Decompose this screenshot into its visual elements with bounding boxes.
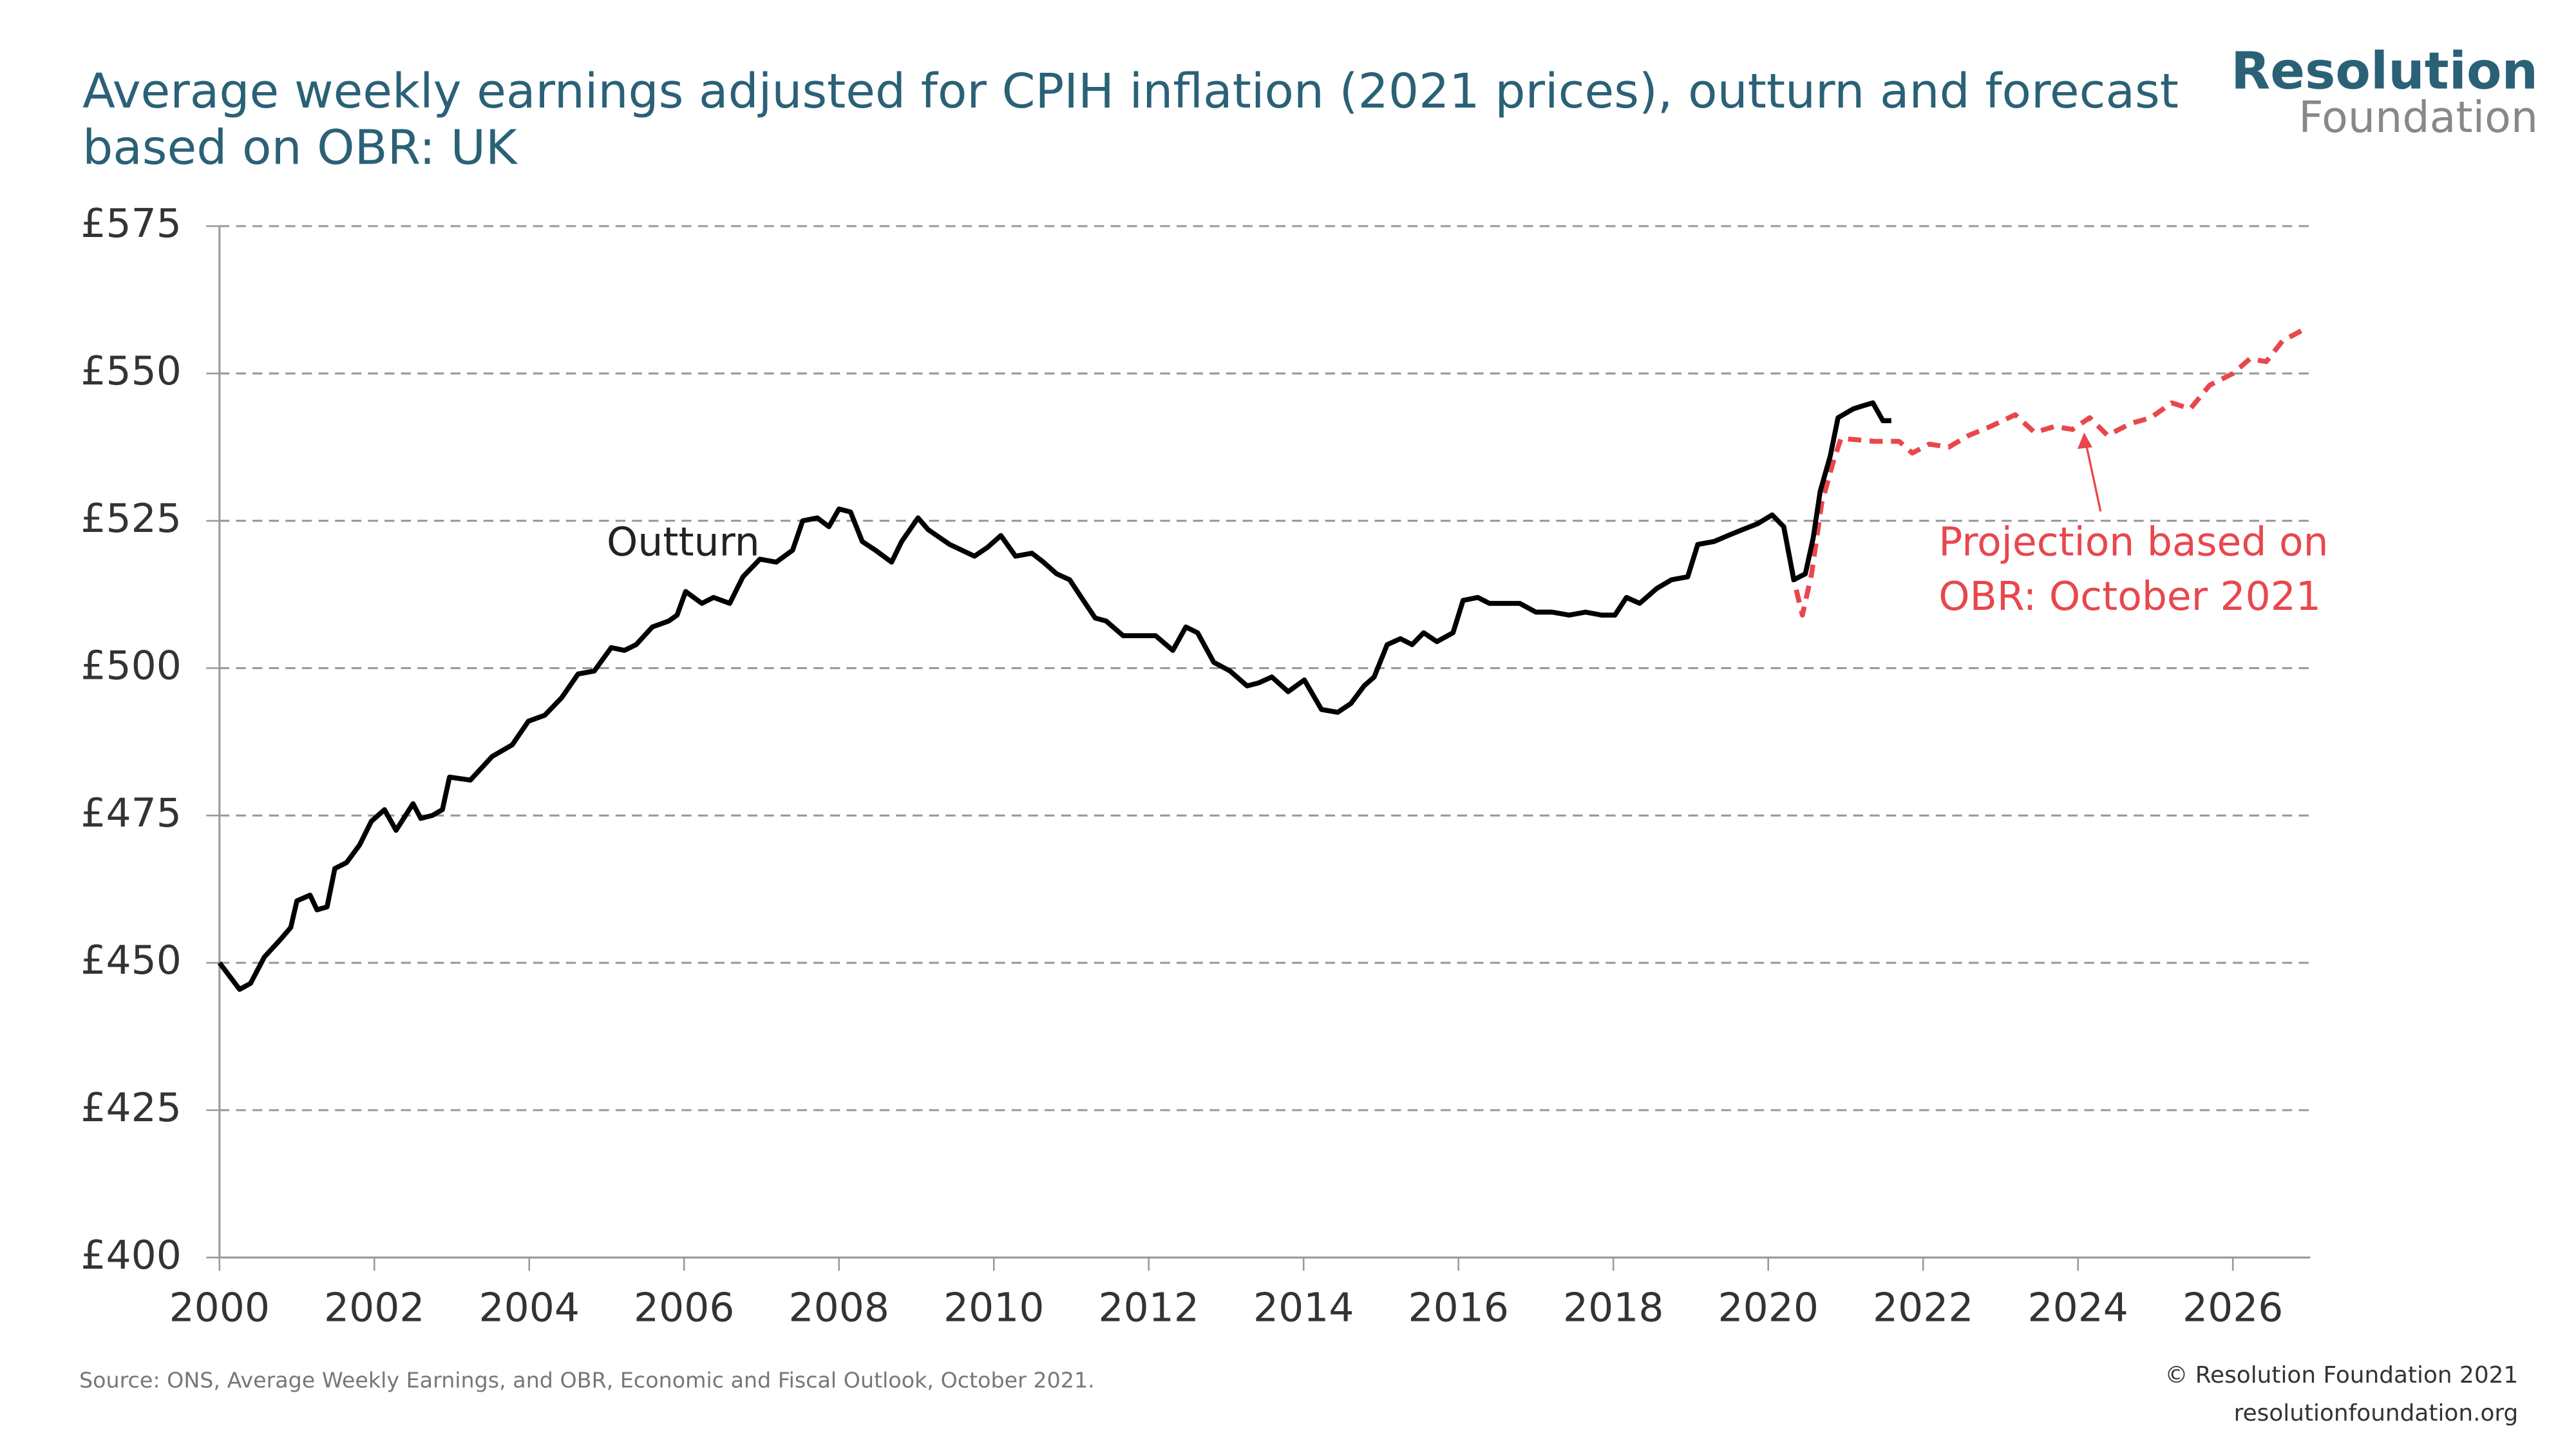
y-tick-label: £450: [80, 937, 181, 983]
y-tick-label: £575: [80, 200, 181, 247]
source: Source: ONS, Average Weekly Earnings, an…: [79, 1367, 1095, 1392]
y-tick-label: £525: [80, 495, 181, 542]
annotation-arrow: [2085, 442, 2102, 512]
x-tick-label: 2010: [943, 1285, 1044, 1331]
x-tick-label: 2002: [324, 1285, 424, 1331]
website: resolutionfoundation.org: [2234, 1400, 2519, 1426]
x-tick-label: 2018: [1563, 1285, 1663, 1331]
x-tick-label: 2014: [1253, 1285, 1354, 1331]
x-tick-label: 2000: [169, 1285, 270, 1331]
copyright: © Resolution Foundation 2021: [2164, 1362, 2518, 1388]
x-tick-label: 2012: [1099, 1285, 1199, 1331]
annotation: Outturn: [607, 518, 760, 565]
series-line: [217, 400, 1891, 992]
x-tick-label: 2020: [1718, 1285, 1818, 1331]
x-tick-label: 2004: [479, 1285, 580, 1331]
y-tick-label: £475: [80, 790, 181, 836]
series-line: [1781, 327, 2306, 618]
x-tick-label: 2006: [634, 1285, 734, 1331]
annotation-arrowhead: [2077, 432, 2092, 450]
y-tick-label: £550: [80, 348, 181, 394]
y-tick-label: £400: [80, 1232, 181, 1278]
annotation: Projection based on: [1938, 518, 2328, 565]
x-tick-label: 2016: [1408, 1285, 1508, 1331]
y-tick-label: £425: [80, 1084, 181, 1131]
logo-top: Resolution: [2231, 41, 2538, 100]
chart-title: Average weekly earnings adjusted for CPI…: [82, 63, 2179, 175]
logo-bottom: Foundation: [2298, 92, 2538, 142]
x-tick-label: 2026: [2183, 1285, 2283, 1331]
annotation: OBR: October 2021: [1938, 573, 2321, 620]
x-tick-label: 2008: [789, 1285, 889, 1331]
x-tick-label: 2024: [2027, 1285, 2128, 1331]
y-tick-label: £500: [80, 643, 181, 689]
x-tick-label: 2022: [1873, 1285, 1973, 1331]
